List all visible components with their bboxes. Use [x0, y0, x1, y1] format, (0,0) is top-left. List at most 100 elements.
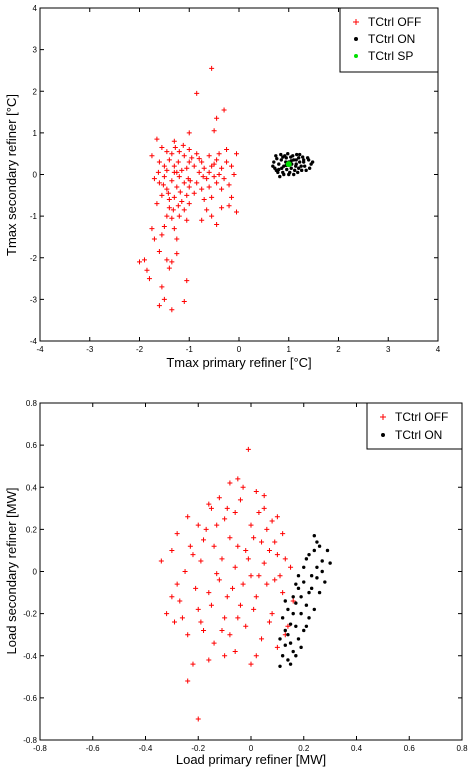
- point-tctrl-off: [191, 163, 197, 169]
- point-tctrl-on: [299, 595, 303, 599]
- point-tctrl-off: [191, 190, 197, 196]
- point-tctrl-on: [294, 601, 298, 605]
- point-tctrl-off: [184, 192, 190, 198]
- point-tctrl-off: [172, 144, 178, 150]
- point-tctrl-off: [266, 547, 272, 553]
- point-tctrl-off: [219, 556, 225, 562]
- point-tctrl-off: [194, 90, 200, 96]
- point-tctrl-off: [169, 215, 175, 221]
- point-tctrl-off: [235, 476, 241, 482]
- legend-box-load: [366, 402, 463, 450]
- point-tctrl-off: [182, 569, 188, 574]
- point-tctrl-off: [214, 221, 220, 227]
- point-tctrl-off: [261, 560, 267, 566]
- point-tctrl-off: [204, 207, 210, 213]
- point-tctrl-off: [214, 571, 220, 577]
- y-tick-label: -0.4: [23, 652, 37, 661]
- point-tctrl-off: [248, 661, 254, 667]
- point-tctrl-off: [280, 590, 286, 596]
- point-tctrl-off: [164, 213, 170, 219]
- point-tctrl-off: [184, 165, 190, 171]
- point-tctrl-on: [310, 160, 315, 164]
- point-tctrl-on: [325, 548, 330, 553]
- point-tctrl-off: [171, 194, 177, 200]
- point-tctrl-off: [253, 653, 259, 659]
- x-tick-label: 0.8: [456, 744, 468, 753]
- point-tctrl-off: [174, 581, 180, 587]
- point-tctrl-off: [159, 284, 165, 290]
- point-tctrl-off: [221, 107, 227, 113]
- point-tctrl-off: [184, 278, 190, 284]
- point-tctrl-off: [253, 488, 259, 494]
- point-tctrl-off: [216, 495, 222, 501]
- x-tick-label: 0: [249, 744, 254, 753]
- point-tctrl-off: [156, 249, 162, 255]
- point-tctrl-off: [169, 178, 175, 184]
- point-tctrl-off: [206, 169, 212, 175]
- point-tctrl-off: [237, 602, 243, 608]
- point-tctrl-off: [194, 151, 200, 157]
- point-tctrl-on: [283, 599, 287, 603]
- x-tick-label: -4: [36, 345, 44, 354]
- legend-marker-tctrl-on: [381, 433, 385, 437]
- point-tctrl-on: [304, 624, 309, 628]
- point-tctrl-on: [274, 154, 278, 158]
- point-tctrl-off: [211, 640, 217, 646]
- point-tctrl-off: [214, 180, 220, 186]
- point-tctrl-off: [156, 303, 162, 309]
- point-tctrl-on: [291, 595, 295, 599]
- point-tctrl-off: [164, 611, 170, 617]
- point-tctrl-on: [286, 607, 290, 612]
- point-tctrl-on: [280, 166, 284, 170]
- point-tctrl-on: [297, 160, 302, 164]
- point-tctrl-on: [296, 586, 301, 591]
- point-tctrl-off: [280, 531, 286, 537]
- point-tctrl-off: [179, 167, 185, 173]
- point-tctrl-off: [285, 623, 291, 629]
- point-tctrl-off: [166, 265, 172, 271]
- point-tctrl-off: [208, 602, 214, 608]
- x-tick-label: 2: [336, 345, 341, 354]
- x-tick-label: -0.4: [139, 744, 153, 753]
- point-tctrl-on: [294, 654, 298, 658]
- legend-label-tctrl-on: TCtrl ON: [395, 428, 442, 442]
- legend-load: TCtrl OFF TCtrl ON: [366, 402, 463, 450]
- point-tctrl-off: [222, 615, 228, 621]
- point-tctrl-off: [227, 632, 233, 638]
- legend-marker-tctrl-off: [353, 19, 359, 25]
- point-tctrl-off: [176, 174, 182, 180]
- point-tctrl-off: [251, 606, 257, 612]
- point-tctrl-on: [317, 544, 322, 548]
- point-tctrl-off: [190, 661, 196, 667]
- point-tctrl-on: [299, 611, 303, 616]
- y-tick-label: -4: [30, 337, 38, 346]
- point-tctrl-off: [161, 174, 167, 180]
- point-tctrl-on: [300, 155, 305, 159]
- x-axis-label-tmax: Tmax primary refiner [°C]: [166, 355, 311, 370]
- point-tctrl-off: [174, 251, 180, 257]
- point-tctrl-off: [159, 232, 165, 238]
- x-tick-label: 0.2: [298, 744, 310, 753]
- point-tctrl-off: [219, 186, 225, 192]
- point-tctrl-off: [171, 138, 177, 144]
- point-tctrl-off: [224, 147, 230, 153]
- point-tctrl-off: [243, 623, 249, 629]
- point-tctrl-off: [274, 552, 280, 558]
- legend-box-tmax: [339, 7, 439, 73]
- point-tctrl-off: [282, 556, 288, 562]
- point-tctrl-off: [206, 590, 212, 596]
- point-tctrl-off: [214, 115, 220, 121]
- point-tctrl-off: [193, 585, 199, 591]
- y-tick-label: 0.8: [26, 399, 38, 408]
- point-tctrl-on: [286, 632, 290, 637]
- point-tctrl-off: [171, 163, 177, 169]
- point-tctrl-off: [261, 505, 267, 511]
- point-tctrl-off: [196, 169, 202, 175]
- point-tctrl-off: [186, 147, 192, 153]
- point-tctrl-off: [211, 543, 217, 549]
- point-tctrl-on: [275, 156, 279, 161]
- point-tctrl-off: [237, 497, 243, 503]
- point-tctrl-off: [288, 564, 294, 570]
- point-tctrl-off: [200, 174, 206, 180]
- point-tctrl-off: [149, 153, 155, 159]
